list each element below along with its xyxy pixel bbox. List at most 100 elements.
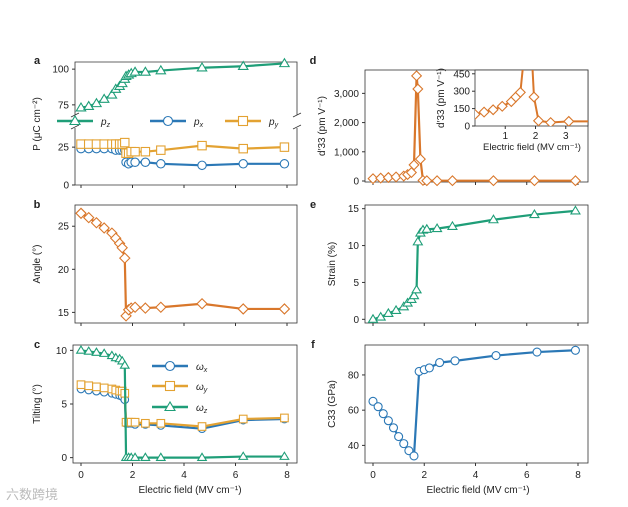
e-strain-point bbox=[390, 304, 402, 315]
d-d33-point bbox=[569, 175, 582, 187]
c-wy-point bbox=[141, 418, 150, 428]
a-px-point bbox=[140, 157, 151, 168]
inset-plot bbox=[475, 57, 622, 127]
a-py-point bbox=[279, 142, 290, 152]
e-ytick-label: 10 bbox=[348, 241, 360, 252]
b-angle-point bbox=[98, 222, 110, 234]
f-xtick-label: 2 bbox=[421, 470, 427, 481]
e-frame bbox=[364, 204, 589, 324]
b-angle-point bbox=[75, 207, 87, 220]
legend-pz-marker bbox=[69, 114, 81, 126]
c-ytick-label: 10 bbox=[56, 346, 68, 357]
a-px-point bbox=[238, 159, 248, 169]
c-xtick-label: 8 bbox=[284, 470, 290, 481]
inset-point bbox=[528, 91, 540, 103]
a-pz-line bbox=[80, 62, 285, 109]
c-wy-point bbox=[99, 383, 109, 393]
f-ylabel: C33 (GPa) bbox=[327, 380, 338, 428]
a-ytick-label: 25 bbox=[58, 143, 70, 154]
inset-ytick-label: 450 bbox=[453, 69, 470, 80]
b-angle-point bbox=[237, 303, 250, 315]
c-xlabel: Electric field (MV cm⁻¹) bbox=[138, 485, 241, 496]
c-wz-point bbox=[83, 346, 95, 355]
b-frame bbox=[74, 204, 298, 324]
c-wz-point bbox=[129, 452, 141, 461]
a-px-point bbox=[130, 157, 140, 168]
a-py-point bbox=[156, 145, 166, 155]
panel-label-c: c bbox=[34, 339, 40, 351]
c-wz-point bbox=[237, 451, 249, 460]
inset-ytick-label: 150 bbox=[453, 104, 470, 115]
a-pz-point bbox=[139, 66, 152, 76]
b-angle-point bbox=[196, 297, 208, 310]
d-d33-point bbox=[446, 175, 459, 187]
d-d33-point bbox=[528, 175, 541, 187]
c-wy-point bbox=[197, 422, 207, 431]
f-C33-point bbox=[378, 409, 388, 419]
c-wy-point bbox=[280, 413, 289, 423]
d-ytick-label: 2,000 bbox=[334, 118, 359, 129]
d-d33-point bbox=[408, 159, 420, 171]
a-pz-point bbox=[278, 57, 291, 68]
c-xtick-label: 2 bbox=[130, 470, 136, 481]
inset-ylabel: d′33 (pm V⁻¹) bbox=[436, 68, 447, 128]
e-strain-point bbox=[375, 311, 387, 321]
inset-point bbox=[519, 57, 529, 67]
a-pz-point bbox=[155, 64, 167, 75]
watermark: 六数跨境 bbox=[6, 488, 59, 503]
a-ytick-label: 75 bbox=[58, 100, 70, 111]
inset-point bbox=[532, 115, 545, 126]
d-ytick-label: 3,000 bbox=[334, 89, 359, 100]
f-ytick-label: 60 bbox=[348, 406, 360, 417]
e-strain-point bbox=[382, 307, 394, 317]
d-ytick-label: 0 bbox=[353, 177, 359, 188]
e-strain-point bbox=[528, 209, 540, 219]
f-C33-point bbox=[570, 345, 580, 355]
a-py-point bbox=[197, 140, 207, 151]
c-wy-point bbox=[156, 418, 166, 428]
d-d33-point bbox=[412, 83, 424, 95]
f-xlabel: Electric field (MV cm⁻¹) bbox=[426, 485, 529, 496]
panel-label-a: a bbox=[34, 55, 41, 67]
legend-pz-label: pz bbox=[100, 117, 111, 129]
c-xtick-label: 6 bbox=[233, 470, 239, 481]
a-py-point bbox=[130, 146, 140, 157]
f-C33-point bbox=[373, 402, 383, 412]
b-angle-point bbox=[118, 252, 131, 264]
panel-label-e: e bbox=[310, 199, 316, 211]
d-ytick-label: 1,000 bbox=[334, 147, 359, 158]
d-d33-point bbox=[431, 175, 443, 187]
panel-label-b: b bbox=[34, 199, 41, 211]
d-ylabel: d′33 (pm V⁻¹) bbox=[317, 96, 328, 156]
a-frame bbox=[74, 61, 298, 186]
c-wz-point bbox=[98, 348, 110, 357]
c-wy-point bbox=[130, 417, 140, 427]
a-py-point bbox=[238, 143, 248, 154]
inset-line bbox=[475, 70, 588, 124]
legend-py-marker bbox=[237, 115, 249, 127]
inset-point bbox=[545, 116, 557, 126]
a-px-point bbox=[197, 160, 207, 171]
panel-label-f: f bbox=[311, 339, 315, 351]
panel-label-d: d bbox=[310, 55, 317, 67]
e-strain-point bbox=[569, 205, 581, 215]
e-strain-point bbox=[487, 214, 499, 224]
inset-point bbox=[478, 106, 490, 118]
inset-xtick-label: 3 bbox=[563, 131, 569, 142]
f-C33-point bbox=[388, 423, 399, 433]
f-C33-point bbox=[435, 358, 445, 368]
c-xtick-label: 4 bbox=[181, 470, 187, 481]
a-py-point bbox=[91, 139, 102, 149]
b-angle-point bbox=[278, 303, 291, 315]
a-pz-point bbox=[83, 100, 95, 111]
a-ytick-label: 100 bbox=[52, 65, 69, 76]
inset-point bbox=[496, 100, 508, 112]
legend-wz-label: ωz bbox=[196, 403, 208, 415]
c-wz-point bbox=[196, 452, 208, 461]
a-pz-point bbox=[129, 66, 141, 76]
b-angle-point bbox=[82, 211, 95, 224]
f-C33-point bbox=[394, 432, 404, 442]
inset-point bbox=[475, 108, 481, 120]
inset-point bbox=[612, 117, 622, 127]
c-wy-point bbox=[76, 380, 86, 390]
